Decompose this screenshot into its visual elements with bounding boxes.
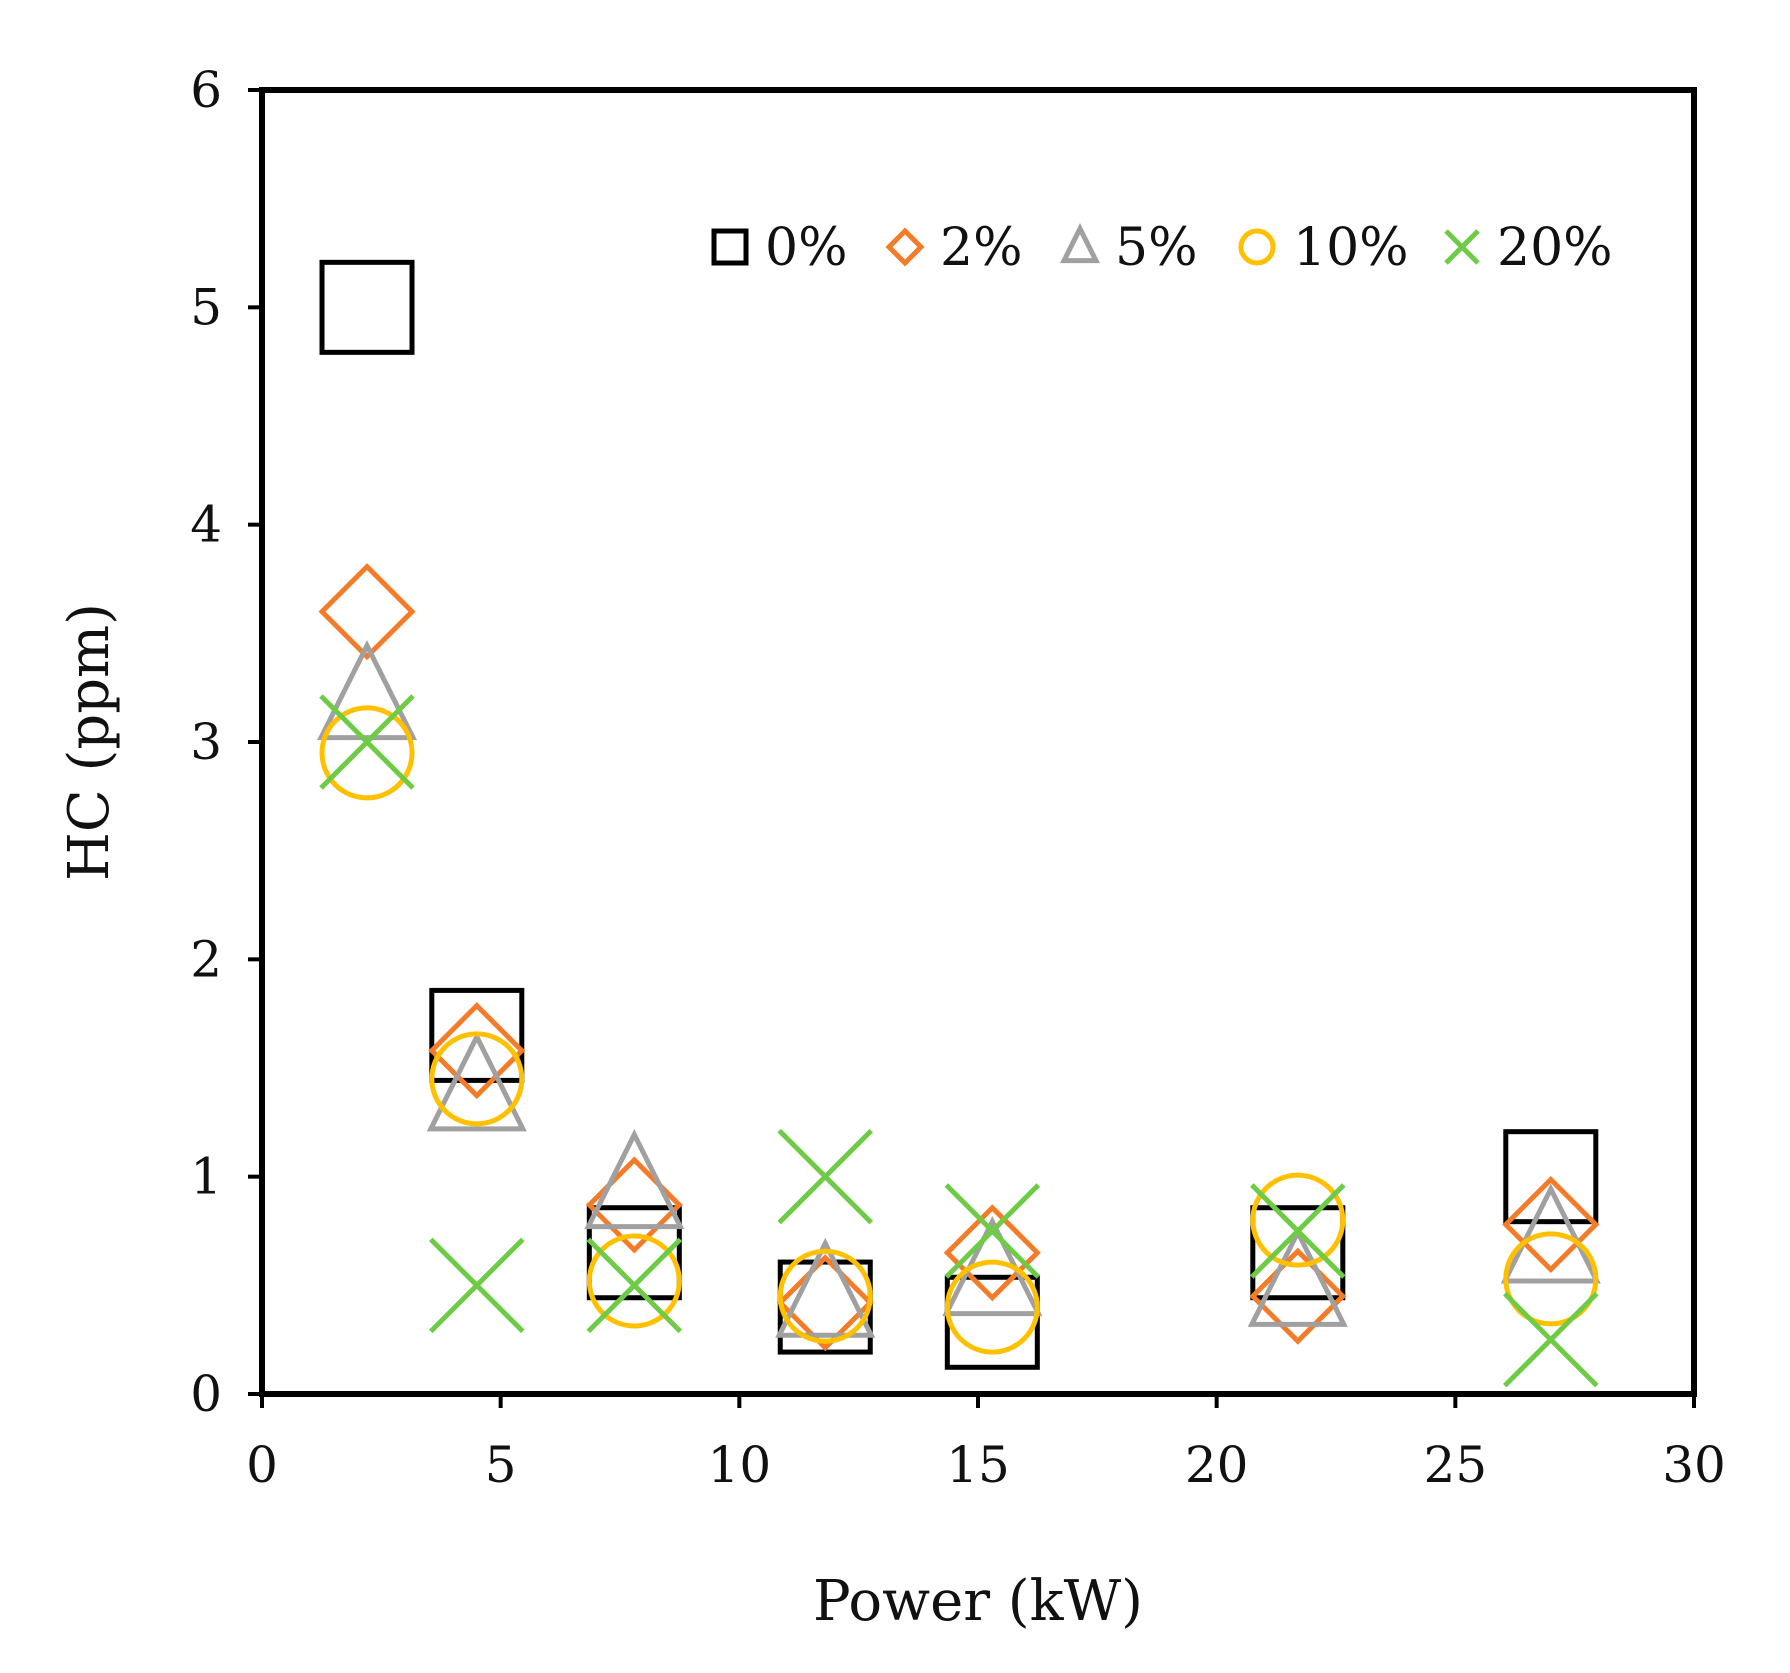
- data-point-diamond: [1249, 1247, 1347, 1345]
- data-point-diamond: [428, 1002, 526, 1100]
- y-tick-label: 6: [190, 61, 222, 119]
- data-point-circle: [429, 1031, 525, 1127]
- legend-label: 0%: [765, 218, 848, 278]
- data-point-circle: [777, 1248, 873, 1344]
- data-point-x: [944, 1183, 1041, 1279]
- legend-label: 2%: [940, 218, 1023, 278]
- data-point-square: [319, 259, 415, 355]
- y-tick-label: 5: [190, 278, 222, 336]
- data-point-square: [1503, 1129, 1599, 1225]
- data-point-diamond: [1502, 1175, 1600, 1274]
- x-tick-label: 25: [1424, 1436, 1488, 1494]
- legend-item: 2%: [885, 218, 1023, 278]
- y-axis: 0 1 2 3 4 5 6: [190, 61, 262, 1423]
- x-axis-title: Power (kW): [813, 1569, 1143, 1634]
- data-point-circle: [586, 1233, 682, 1329]
- x-tick-label: 30: [1662, 1436, 1726, 1494]
- y-tick-label: 2: [190, 930, 222, 988]
- data-point-triangle: [1500, 1183, 1601, 1284]
- data-point-square: [586, 1205, 682, 1301]
- x-axis: 0 5 10 15 20 25 30: [246, 1394, 1726, 1494]
- data-point-x: [319, 694, 415, 790]
- data-point-circle: [1503, 1231, 1599, 1327]
- data-point-triangle: [1247, 1226, 1348, 1327]
- legend: 0% 2% 5% 10% 20%: [711, 218, 1613, 278]
- data-point-diamond: [318, 563, 416, 661]
- data-point-square: [1250, 1205, 1346, 1301]
- plot-frame: [259, 87, 1697, 1397]
- data-point-triangle: [584, 1129, 685, 1230]
- legend-item: 5%: [1059, 218, 1198, 278]
- data-point-triangle: [426, 1031, 527, 1132]
- series-circle: [319, 705, 1599, 1355]
- legend-item: 10%: [1238, 218, 1409, 278]
- data-point-circle: [1250, 1172, 1346, 1268]
- data-point-x: [777, 1128, 874, 1225]
- data-point-x: [586, 1237, 683, 1334]
- data-markers: [316, 259, 1601, 1388]
- data-point-x: [429, 1237, 525, 1334]
- legend-marker-circle: [1238, 228, 1276, 266]
- legend-item: 0%: [711, 218, 848, 278]
- legend-marker-x: [1444, 229, 1480, 265]
- data-point-triangle: [316, 640, 418, 741]
- legend-marker-diamond: [885, 227, 925, 267]
- y-axis-title: HC (ppm): [57, 603, 122, 881]
- x-tick-label: 15: [946, 1436, 1010, 1494]
- y-tick-label: 3: [190, 713, 222, 771]
- x-tick-label: 5: [485, 1436, 517, 1494]
- legend-label: 5%: [1115, 218, 1198, 278]
- legend-marker-square: [711, 228, 749, 266]
- data-point-x: [1503, 1291, 1599, 1388]
- data-point-circle: [944, 1259, 1040, 1355]
- legend-item: 20%: [1444, 218, 1613, 278]
- data-point-circle: [319, 705, 415, 801]
- y-tick-label: 4: [190, 496, 222, 554]
- series-square: [319, 259, 1599, 1370]
- x-tick-label: 0: [246, 1436, 278, 1494]
- data-point-diamond: [943, 1204, 1041, 1302]
- y-tick-label: 0: [190, 1365, 222, 1423]
- data-point-x: [1250, 1183, 1346, 1279]
- legend-label: 10%: [1293, 218, 1409, 278]
- legend-label: 20%: [1497, 218, 1613, 278]
- data-point-square: [944, 1274, 1040, 1370]
- data-point-diamond: [776, 1254, 874, 1352]
- y-tick-label: 1: [190, 1148, 222, 1206]
- data-point-triangle: [775, 1237, 876, 1338]
- x-tick-label: 20: [1185, 1436, 1249, 1494]
- series-x: [319, 694, 1599, 1388]
- series-diamond: [318, 563, 1600, 1352]
- data-point-square: [429, 987, 525, 1083]
- x-tick-label: 10: [708, 1436, 772, 1494]
- legend-marker-triangle: [1059, 223, 1101, 264]
